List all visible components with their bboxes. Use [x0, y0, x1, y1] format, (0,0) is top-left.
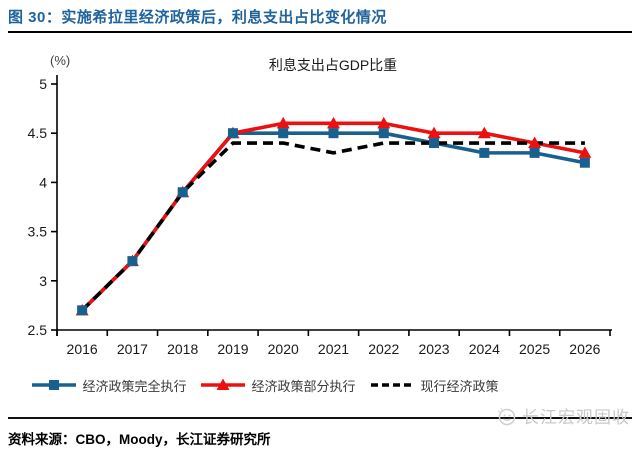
- svg-text:2018: 2018: [167, 341, 198, 357]
- svg-text:2017: 2017: [117, 341, 148, 357]
- svg-text:2016: 2016: [67, 341, 98, 357]
- svg-text:2024: 2024: [469, 341, 500, 357]
- title-divider: [8, 31, 632, 33]
- svg-text:4: 4: [39, 174, 47, 190]
- svg-text:3: 3: [39, 273, 47, 289]
- svg-text:5: 5: [39, 76, 47, 92]
- svg-text:2020: 2020: [268, 341, 299, 357]
- changjiang-logo-icon: [497, 407, 516, 425]
- legend-swatch-black-dashed-icon: [370, 383, 415, 387]
- figure-title: 图 30：实施希拉里经济政策后，利息支出占比变化情况: [8, 9, 387, 26]
- chart-title: 利息支出占GDP比重: [268, 57, 398, 73]
- legend-swatch-blue-square-icon: [32, 380, 77, 390]
- footer-divider: [8, 417, 632, 419]
- svg-text:2026: 2026: [569, 341, 600, 357]
- legend-item-current-policy: 现行经济政策: [370, 376, 499, 395]
- legend-label: 经济政策部分执行: [251, 378, 356, 394]
- y-axis-unit-label: (%): [50, 53, 71, 68]
- chart-legend: 经济政策完全执行 经济政策部分执行 现行经济政策: [0, 374, 640, 396]
- source-note: 资料来源：CBO，Moody，长江证券研究所: [8, 432, 271, 447]
- legend-item-partial-policy: 经济政策部分执行: [200, 376, 356, 395]
- legend-label: 经济政策完全执行: [82, 378, 187, 394]
- svg-text:4.5: 4.5: [28, 125, 48, 141]
- svg-text:2021: 2021: [318, 341, 349, 357]
- svg-text:2.5: 2.5: [28, 322, 48, 338]
- svg-text:2025: 2025: [519, 341, 550, 357]
- watermark-text: 长江宏观固收: [522, 408, 630, 427]
- watermark: 长江宏观固收: [496, 403, 630, 428]
- legend-label: 现行经济政策: [420, 378, 499, 394]
- legend-swatch-red-triangle-icon: [201, 378, 246, 390]
- svg-text:2023: 2023: [418, 341, 449, 357]
- plot-area: 2.5 3 3.5 4 4.5 5 2016 2017 2018 2019 2020 2021 2022…: [28, 75, 612, 357]
- svg-text:2022: 2022: [368, 341, 399, 357]
- svg-text:2019: 2019: [217, 341, 248, 357]
- legend-item-full-policy: 经济政策完全执行: [31, 376, 186, 395]
- svg-text:3.5: 3.5: [28, 224, 48, 240]
